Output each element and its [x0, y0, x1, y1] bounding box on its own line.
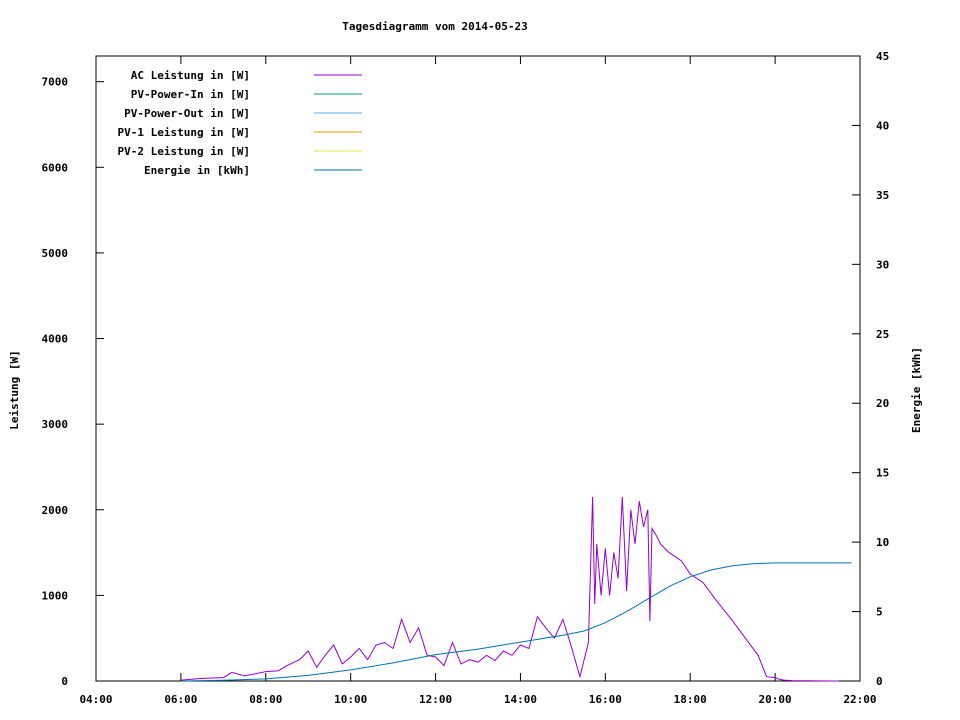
y2-tick-label: 45 [876, 50, 889, 63]
x-tick-label: 12:00 [419, 693, 452, 706]
x-tick-label: 14:00 [504, 693, 537, 706]
x-tick-label: 16:00 [589, 693, 622, 706]
x-axis-ticks: 04:00 06:00 08:00 10:00 12:00 14:00 16:00 18:00… [79, 56, 877, 706]
y2-tick-label: 0 [876, 675, 883, 688]
legend: AC Leistung in [W] PV-Power-In in [W] PV-P… [118, 69, 362, 177]
x-tick-label: 10:00 [334, 693, 367, 706]
y-tick-label: 4000 [42, 333, 69, 346]
legend-label: PV-Power-In in [W] [131, 88, 250, 101]
x-tick-label: 20:00 [759, 693, 792, 706]
y-axis-ticks: 0 1000 2000 3000 4000 5000 6000 7000 [42, 76, 104, 688]
y-tick-label: 1000 [42, 589, 69, 602]
series-group [180, 496, 852, 682]
y-tick-label: 3000 [42, 418, 69, 431]
x-tick-label: 18:00 [674, 693, 707, 706]
plot-frame [95, 55, 861, 682]
legend-label: PV-2 Leistung in [W] [118, 145, 250, 158]
x-tick-label: 04:00 [79, 693, 112, 706]
y-tick-label: 5000 [42, 247, 69, 260]
y2-axis-ticks: 0 5 10 15 20 25 30 35 40 45 [852, 50, 889, 688]
y2-axis-label: Energie [kWh] [910, 347, 923, 433]
y2-tick-label: 20 [876, 397, 889, 410]
x-tick-label: 22:00 [843, 693, 876, 706]
y2-tick-label: 35 [876, 189, 889, 202]
x-tick-label: 06:00 [164, 693, 197, 706]
y-axis-label: Leistung [W] [8, 350, 21, 429]
y2-tick-label: 40 [876, 119, 889, 132]
legend-label: Energie in [kWh] [144, 164, 250, 177]
y2-tick-label: 30 [876, 258, 889, 271]
legend-label: PV-Power-Out in [W] [124, 107, 250, 120]
y2-tick-label: 25 [876, 328, 889, 341]
y-tick-label: 6000 [42, 161, 69, 174]
y-tick-label: 0 [61, 675, 68, 688]
series-line-0 [180, 496, 839, 682]
series-line-1 [180, 562, 852, 682]
y-tick-label: 2000 [42, 504, 69, 517]
y2-tick-label: 10 [876, 536, 889, 549]
chart-title: Tagesdiagramm vom 2014-05-23 [342, 20, 527, 33]
y-tick-label: 7000 [42, 76, 69, 89]
legend-label: PV-1 Leistung in [W] [118, 126, 250, 139]
x-tick-label: 08:00 [249, 693, 282, 706]
y2-tick-label: 15 [876, 467, 889, 480]
y2-tick-label: 5 [876, 606, 883, 619]
legend-label: AC Leistung in [W] [131, 69, 250, 82]
